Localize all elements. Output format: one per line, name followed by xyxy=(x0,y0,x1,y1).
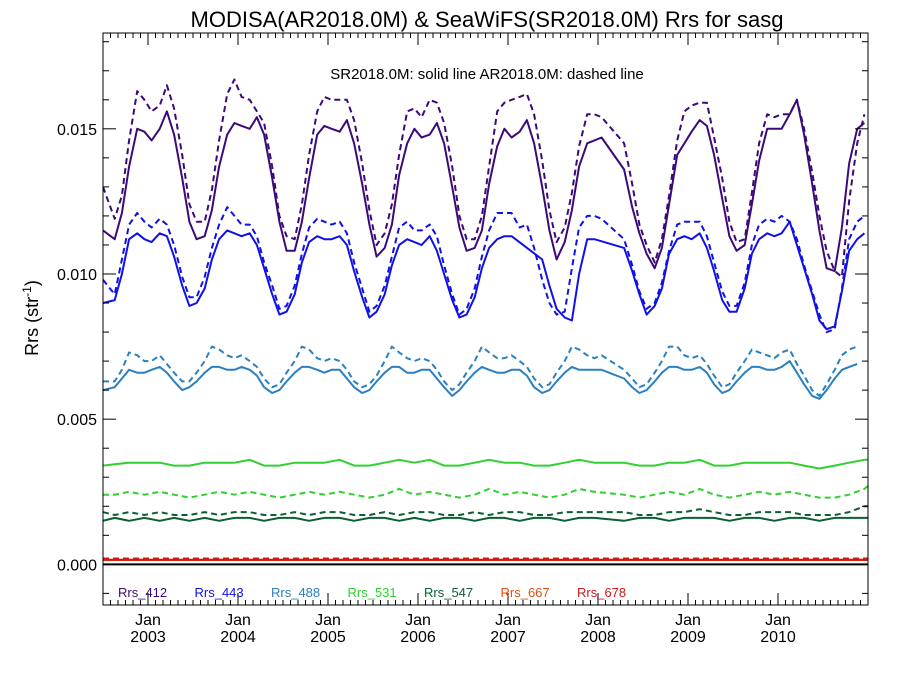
x-tick-label-month: Jan xyxy=(315,612,341,629)
x-tick-label-year: 2003 xyxy=(130,629,166,646)
x-tick-label-year: 2004 xyxy=(220,629,256,646)
series-rrs-488-solid-line xyxy=(103,360,858,400)
series-rrs-412-solid-line xyxy=(103,98,866,273)
series-layer xyxy=(103,78,868,561)
series-rrs-488-dashed-line xyxy=(103,345,858,397)
y-axis-label: Rrs (str-1) xyxy=(20,280,42,356)
x-tick-label-month: Jan xyxy=(585,612,611,629)
y-axis-label-main: Rrs (str xyxy=(22,297,42,356)
legend: Rrs_412 Rrs_443 Rrs_488 Rrs_531 Rrs_547 Rrs_6… xyxy=(118,585,626,600)
series-rrs-531-dashed-line xyxy=(103,485,868,499)
chart-title: MODISA(AR2018.0M) & SeaWiFS(SR2018.0M) R… xyxy=(191,7,784,32)
x-tick-label-year: 2006 xyxy=(400,629,436,646)
legend-item-rrs-488: Rrs_488 xyxy=(271,585,320,600)
x-tick-label-month: Jan xyxy=(675,612,701,629)
x-tick-label-year: 2005 xyxy=(310,629,346,646)
legend-item-rrs-667: Rrs_667 xyxy=(501,585,550,600)
series-rrs-547-dashed-line xyxy=(103,505,868,516)
legend-item-rrs-412: Rrs_412 xyxy=(118,585,167,600)
x-tick-label-year: 2007 xyxy=(490,629,526,646)
x-tick-label-month: Jan xyxy=(765,612,791,629)
y-tick-label: 0.010 xyxy=(57,267,97,284)
series-rrs-443-dashed-line xyxy=(103,206,866,334)
y-axis-label-sup: -1 xyxy=(20,286,34,297)
x-tick-label-year: 2008 xyxy=(580,629,616,646)
y-tick-label: 0.000 xyxy=(57,557,97,574)
y-tick-label: 0.005 xyxy=(57,412,97,429)
series-rrs-531-solid-line xyxy=(103,458,868,470)
x-tick-label-month: Jan xyxy=(135,612,161,629)
legend-item-rrs-443: Rrs_443 xyxy=(195,585,244,600)
series-rrs-547-solid-line xyxy=(103,516,868,522)
series-rrs-443-solid-line xyxy=(103,220,866,331)
legend-item-rrs-678: Rrs_678 xyxy=(577,585,626,600)
x-tick-label-year: 2010 xyxy=(760,629,796,646)
x-tick-label-month: Jan xyxy=(405,612,431,629)
axes: 0.0000.0050.0100.015Jan2003Jan2004Jan200… xyxy=(57,33,869,646)
chart-subtitle: SR2018.0M: solid line AR2018.0M: dashed … xyxy=(330,66,644,83)
y-tick-label: 0.015 xyxy=(57,122,97,139)
x-tick-label-month: Jan xyxy=(225,612,251,629)
y-axis-label-close: ) xyxy=(22,280,42,286)
series-rrs-412-dashed-line xyxy=(103,78,866,278)
x-tick-label-year: 2009 xyxy=(670,629,706,646)
legend-item-rrs-531: Rrs_531 xyxy=(348,585,397,600)
x-tick-label-month: Jan xyxy=(495,612,521,629)
legend-item-rrs-547: Rrs_547 xyxy=(424,585,473,600)
